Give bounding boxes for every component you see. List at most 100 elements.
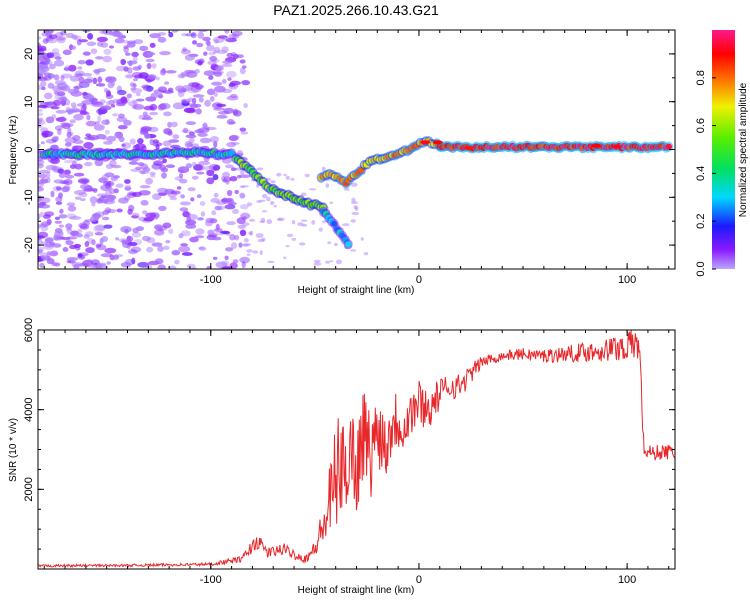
- heatmap-noise-blob: [74, 73, 81, 78]
- heatmap-noise-blob: [123, 229, 130, 234]
- heatmap-noise-blob: [183, 107, 196, 113]
- heatmap-noise-blob: [221, 46, 229, 53]
- heatmap-noise-blob: [103, 198, 109, 204]
- heatmap-noise-blob: [54, 231, 61, 238]
- heatmap-noise-blob: [57, 128, 62, 136]
- heatmap-noise-blob: [157, 93, 164, 99]
- heatmap-noise-blob: [198, 84, 204, 89]
- heatmap-noise-blob: [134, 143, 146, 150]
- heatmap-noise-blob: [44, 237, 54, 243]
- heatmap-noise-blob: [214, 71, 223, 77]
- heatmap-noise-blob: [181, 252, 193, 256]
- heatmap-noise-blob: [38, 112, 44, 117]
- heatmap-noise-blob: [123, 46, 129, 53]
- heatmap-noise-blob: [77, 60, 86, 65]
- heatmap-noise-blob: [177, 74, 184, 79]
- heatmap-noise-blob: [115, 65, 126, 72]
- heatmap-noise-blob: [143, 114, 151, 119]
- heatmap-noise-blob: [126, 40, 136, 44]
- snr-panel: -100 0 100 2000 4000 6000 Height of straight …: [8, 318, 676, 596]
- heatmap-noise-blob: [286, 233, 294, 238]
- heatmap-noise-blob: [197, 132, 208, 137]
- heatmap-noise-blob: [211, 81, 223, 86]
- heatmap-noise-blob: [45, 37, 58, 44]
- heatmap-noise-blob: [90, 97, 95, 103]
- heatmap-noise-blob: [38, 257, 42, 261]
- heatmap-noise-blob: [73, 243, 82, 248]
- heatmap-noise-blob: [38, 84, 44, 91]
- heatmap-noise-blob: [101, 216, 110, 221]
- heatmap-ridge-point: [665, 143, 672, 150]
- heatmap-noise-blob: [69, 131, 74, 136]
- heatmap-noise-blob: [65, 223, 73, 229]
- heatmap-noise-blob: [83, 142, 94, 149]
- heatmap-noise-blob: [68, 64, 77, 72]
- colorbar-tick-label: 0.4: [695, 166, 707, 181]
- heatmap-noise-blob: [269, 200, 275, 205]
- heatmap-noise-blob: [180, 230, 191, 237]
- heatmap-noise-blob: [66, 202, 76, 207]
- heatmap-noise-blob: [47, 82, 55, 89]
- x-tick-label: 100: [618, 574, 636, 586]
- heatmap-noise-blob: [203, 70, 216, 76]
- colorbar-label: Normalized spectral amplitude: [738, 82, 749, 217]
- heatmap-noise-blob: [260, 217, 266, 223]
- heatmap-noise-blob: [39, 211, 44, 218]
- heatmap-noise-blob: [206, 88, 216, 96]
- heatmap-noise-blob: [49, 250, 59, 257]
- heatmap-noise-blob: [54, 262, 61, 267]
- heatmap-noise-blob: [75, 233, 83, 238]
- heatmap-noise-blob: [207, 229, 215, 236]
- heatmap-noise-blob: [189, 236, 199, 243]
- heatmap-noise-blob: [151, 242, 163, 247]
- heatmap-noise-blob: [157, 104, 165, 111]
- heatmap-noise-blob: [165, 164, 176, 169]
- heatmap-noise-blob: [157, 32, 167, 36]
- y-tick-label: 20: [23, 48, 35, 60]
- heatmap-noise-blob: [80, 105, 87, 113]
- heatmap-noise-blob: [155, 143, 160, 150]
- heatmap-noise-blob: [171, 30, 179, 33]
- heatmap-noise-blob: [206, 40, 211, 47]
- colorbar-tick-label: 0.2: [695, 214, 707, 229]
- heatmap-noise-blob: [180, 49, 191, 55]
- heatmap-noise-blob: [95, 83, 106, 87]
- heatmap-noise-blob: [86, 114, 91, 121]
- heatmap-noise-blob: [197, 31, 205, 39]
- heatmap-noise-blob: [135, 226, 144, 232]
- heatmap-noise-blob: [118, 136, 125, 143]
- heatmap-noise-blob: [238, 174, 251, 178]
- heatmap-noise-blob: [198, 246, 207, 251]
- heatmap-noise-blob: [38, 43, 41, 48]
- heatmap-noise-blob: [329, 260, 334, 263]
- heatmap-noise-blob: [93, 124, 105, 131]
- heatmap-noise-blob: [38, 238, 43, 245]
- heatmap-noise-blob: [146, 85, 154, 92]
- heatmap-noise-blob: [45, 116, 55, 124]
- heatmap-noise-blob: [38, 117, 44, 122]
- heatmap-noise-blob: [84, 161, 93, 167]
- heatmap-noise-blob: [73, 172, 85, 177]
- snr-ticks: -100 0 100 2000 4000 6000: [23, 318, 675, 586]
- heatmap-noise-blob: [239, 256, 251, 264]
- heatmap-noise-blob: [321, 166, 326, 171]
- heatmap-noise-blob: [82, 30, 91, 33]
- heatmap-noise-blob: [160, 167, 169, 173]
- heatmap-noise-blob: [221, 79, 227, 84]
- heatmap-noise-blob: [222, 37, 233, 41]
- heatmap-noise-blob: [85, 59, 94, 66]
- heatmap-noise-blob: [300, 219, 308, 222]
- heatmap-noise-blob: [38, 231, 49, 239]
- heatmap-noise-blob: [85, 247, 95, 254]
- heatmap-noise-blob: [149, 42, 156, 48]
- heatmap-noise-blob: [60, 73, 73, 79]
- heatmap-noise-blob: [300, 192, 307, 197]
- snr-frame: [37, 329, 676, 570]
- heatmap-noise-blob: [230, 167, 237, 171]
- heatmap-noise-blob: [39, 262, 45, 269]
- heatmap-noise-blob: [198, 97, 204, 103]
- heatmap-noise-blob: [117, 113, 125, 119]
- heatmap-noise-blob: [92, 77, 98, 85]
- heatmap-noise-blob: [71, 262, 84, 268]
